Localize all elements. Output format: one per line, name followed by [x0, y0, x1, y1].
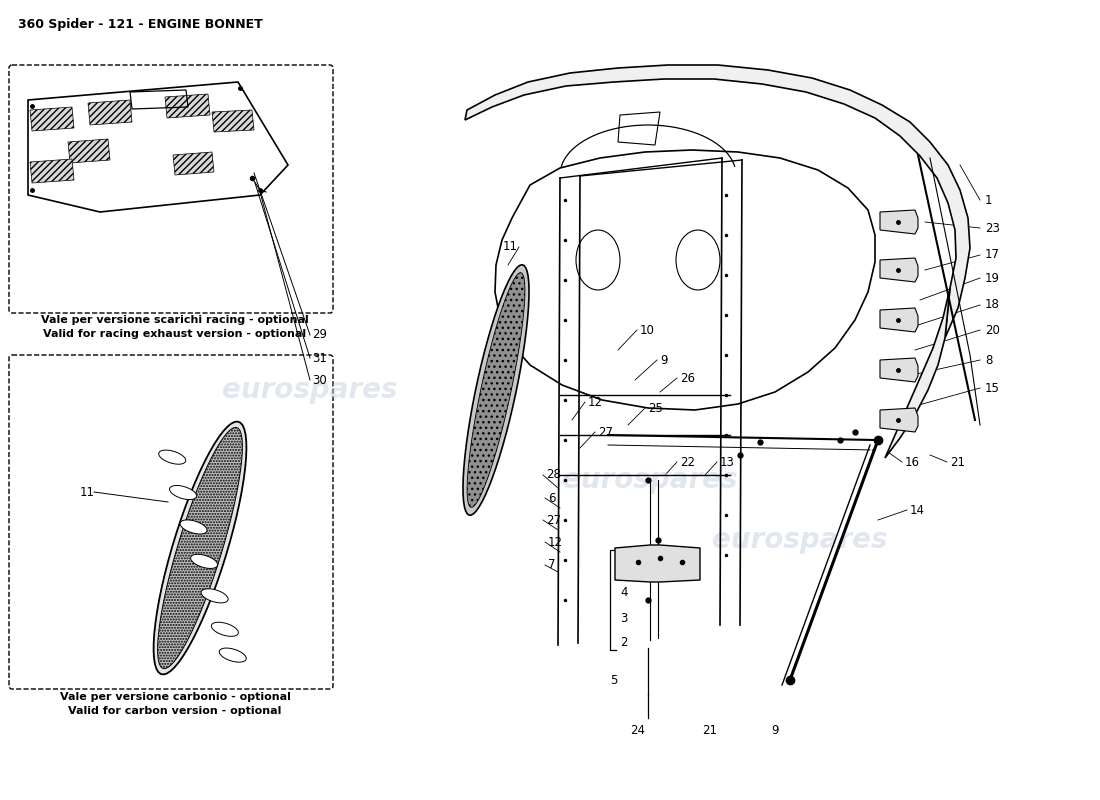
- Text: 16: 16: [905, 455, 920, 469]
- Polygon shape: [30, 107, 74, 131]
- Polygon shape: [615, 545, 700, 582]
- Text: 3: 3: [620, 611, 627, 625]
- Polygon shape: [154, 422, 246, 674]
- Text: 11: 11: [80, 486, 95, 498]
- Polygon shape: [180, 520, 207, 534]
- Text: Vale per versione carbonio - optional: Vale per versione carbonio - optional: [59, 692, 290, 702]
- Polygon shape: [173, 152, 214, 175]
- Polygon shape: [212, 110, 254, 132]
- Text: 23: 23: [984, 222, 1000, 234]
- Text: 8: 8: [984, 354, 992, 366]
- Polygon shape: [88, 100, 132, 125]
- Text: 9: 9: [660, 354, 668, 366]
- Text: 6: 6: [548, 491, 556, 505]
- Text: 31: 31: [312, 351, 327, 365]
- Text: 26: 26: [680, 371, 695, 385]
- Text: 15: 15: [984, 382, 1000, 394]
- Text: 13: 13: [720, 455, 735, 469]
- Text: Vale per versione scarichi racing - optional: Vale per versione scarichi racing - opti…: [41, 315, 309, 325]
- Text: 22: 22: [680, 455, 695, 469]
- Polygon shape: [463, 265, 529, 515]
- Polygon shape: [169, 486, 197, 499]
- Polygon shape: [30, 159, 74, 183]
- Polygon shape: [465, 65, 970, 338]
- Text: 30: 30: [312, 374, 327, 386]
- Text: 1: 1: [984, 194, 992, 206]
- Text: 360 Spider - 121 - ENGINE BONNET: 360 Spider - 121 - ENGINE BONNET: [18, 18, 263, 31]
- Polygon shape: [68, 139, 110, 163]
- Text: Valid for racing exhaust version - optional: Valid for racing exhaust version - optio…: [43, 329, 307, 339]
- Text: Valid for carbon version - optional: Valid for carbon version - optional: [68, 706, 282, 716]
- Text: 25: 25: [648, 402, 663, 414]
- Polygon shape: [190, 554, 218, 569]
- Text: 12: 12: [548, 535, 563, 549]
- Text: 2: 2: [620, 635, 627, 649]
- FancyBboxPatch shape: [9, 355, 333, 689]
- Polygon shape: [201, 589, 228, 603]
- Polygon shape: [468, 273, 525, 507]
- Polygon shape: [219, 648, 246, 662]
- Text: eurospares: eurospares: [562, 466, 738, 494]
- Text: 14: 14: [910, 503, 925, 517]
- FancyBboxPatch shape: [9, 65, 333, 313]
- Text: 11: 11: [503, 241, 518, 254]
- Text: 29: 29: [312, 329, 327, 342]
- Text: 20: 20: [984, 323, 1000, 337]
- Text: 18: 18: [984, 298, 1000, 311]
- Polygon shape: [165, 94, 210, 118]
- Text: 27: 27: [598, 426, 613, 438]
- Polygon shape: [880, 358, 918, 382]
- Text: 4: 4: [620, 586, 627, 598]
- Text: eurospares: eurospares: [222, 376, 398, 404]
- Polygon shape: [880, 258, 918, 282]
- Text: 3: 3: [620, 554, 627, 566]
- Text: 21: 21: [950, 455, 965, 469]
- Text: 12: 12: [588, 395, 603, 409]
- Text: 24: 24: [630, 723, 646, 737]
- Polygon shape: [880, 308, 918, 332]
- Polygon shape: [157, 427, 242, 669]
- Text: 21: 21: [703, 723, 717, 737]
- Text: 9: 9: [771, 723, 779, 737]
- Polygon shape: [211, 622, 239, 636]
- Text: 19: 19: [984, 271, 1000, 285]
- Text: 10: 10: [640, 323, 654, 337]
- Text: 7: 7: [548, 558, 556, 571]
- Text: 27: 27: [546, 514, 561, 526]
- Text: 17: 17: [984, 249, 1000, 262]
- Text: 5: 5: [610, 674, 617, 686]
- Text: 28: 28: [546, 469, 561, 482]
- Text: eurospares: eurospares: [713, 526, 888, 554]
- Polygon shape: [880, 210, 918, 234]
- Polygon shape: [880, 408, 918, 432]
- Polygon shape: [158, 450, 186, 464]
- Polygon shape: [886, 288, 950, 458]
